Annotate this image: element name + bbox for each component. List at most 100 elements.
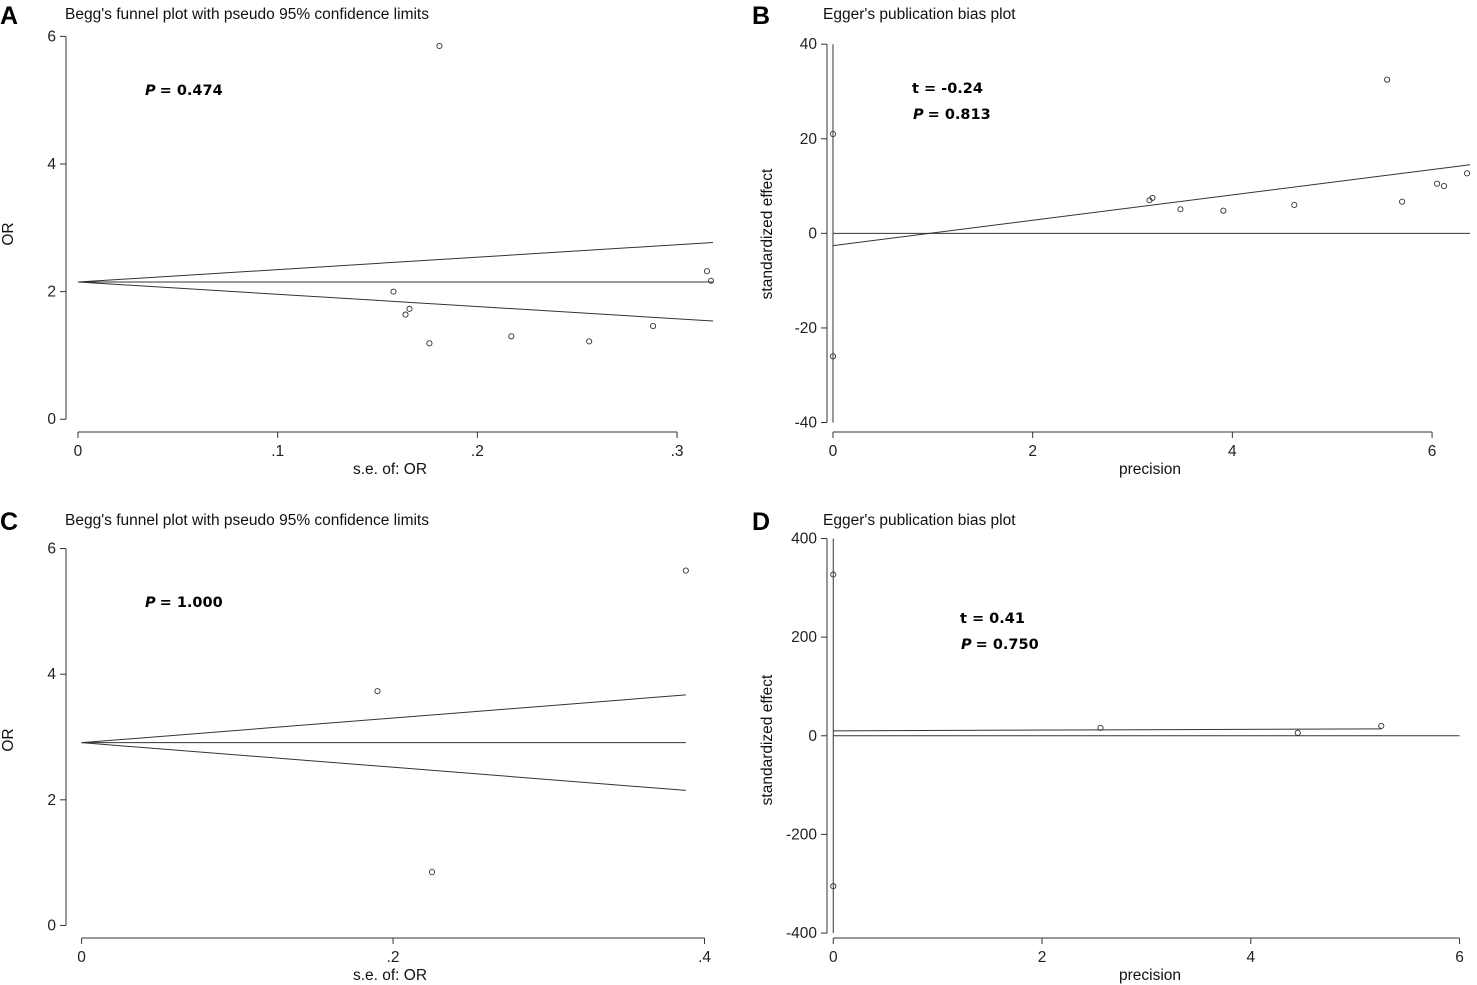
y-tick-label: 0: [808, 225, 817, 242]
x-axis-title: precision: [1119, 461, 1181, 478]
y-axis-title: standardized effect: [759, 168, 776, 299]
y-axis-title: OR: [0, 222, 17, 245]
x-tick-label: .1: [271, 443, 284, 460]
data-point: [406, 305, 413, 312]
data-point: [1220, 207, 1227, 214]
p-value-annotation: P = 0.750: [961, 637, 1039, 653]
chart-title: Egger's publication bias plot: [823, 6, 1016, 23]
p-value-annotation: P = 0.813: [913, 107, 991, 123]
y-tick-label: 20: [800, 131, 818, 148]
x-tick-label: 4: [1246, 949, 1255, 966]
x-tick-label: 2: [1028, 443, 1037, 460]
data-point: [426, 340, 433, 347]
panel-letter: D: [752, 508, 770, 536]
y-tick-label: 4: [47, 666, 56, 683]
p-value-annotation: P = 1.000: [145, 595, 223, 611]
data-point: [374, 688, 381, 695]
x-tick-label: 0: [829, 949, 838, 966]
p-value: = 0.813: [928, 107, 991, 123]
x-tick-label: 0: [74, 443, 83, 460]
data-point: [1378, 722, 1385, 729]
chart-title: Egger's publication bias plot: [823, 512, 1016, 529]
upper-pseudo-95-limit-line: [77, 241, 714, 283]
t-statistic-annotation: t = -0.24: [912, 81, 983, 97]
p-value: = 0.474: [160, 83, 223, 99]
p-value-annotation: P = 0.474: [145, 83, 223, 99]
data-point: [1463, 170, 1471, 177]
data-point: [830, 883, 837, 890]
data-point: [1294, 729, 1301, 736]
x-tick-label: .2: [471, 443, 484, 460]
p-symbol: P: [145, 83, 156, 99]
data-point: [1291, 201, 1298, 209]
y-tick-label: -40: [795, 415, 818, 432]
regression-line-line: [833, 728, 1382, 732]
chart-title: Begg's funnel plot with pseudo 95% confi…: [65, 6, 429, 23]
data-point: [1440, 183, 1448, 190]
panel-letter: C: [0, 508, 18, 536]
panel-letter: A: [0, 2, 18, 30]
y-tick-label: 0: [47, 411, 56, 428]
lower-pseudo-95-limit-line: [81, 742, 686, 791]
y-tick-label: -400: [786, 925, 817, 942]
y-tick-label: 400: [791, 530, 817, 547]
x-tick-label: 0: [829, 443, 838, 460]
data-point: [682, 567, 689, 574]
x-tick-label: 0: [77, 949, 86, 966]
y-tick-label: -20: [795, 320, 818, 337]
p-symbol: P: [961, 637, 972, 653]
p-symbol: P: [145, 595, 156, 611]
x-tick-label: 6: [1455, 949, 1464, 966]
lower-pseudo-95-limit-line: [77, 281, 714, 322]
x-tick-label: 2: [1038, 949, 1047, 966]
data-point: [1149, 194, 1156, 201]
y-axis-title: OR: [0, 728, 17, 751]
x-tick-label: 6: [1428, 443, 1437, 460]
x-tick-label: 4: [1228, 443, 1237, 460]
x-axis-title: precision: [1119, 967, 1181, 984]
plot-area: 0 2 4 6 -400 -200 0 200 400: [786, 530, 1464, 966]
y-tick-label: 40: [800, 36, 818, 53]
x-tick-label: .3: [671, 443, 684, 460]
y-tick-label: 6: [47, 28, 56, 45]
data-point: [829, 130, 837, 138]
data-point: [707, 277, 715, 284]
data-point: [1384, 76, 1391, 83]
data-point: [508, 333, 515, 340]
data-point: [830, 571, 837, 578]
y-axis-title: standardized effect: [759, 674, 776, 805]
y-tick-label: -200: [786, 826, 817, 843]
y-tick-label: 0: [47, 917, 56, 934]
data-point: [829, 353, 837, 360]
data-point: [436, 42, 443, 50]
panel-a: A Begg's funnel plot with pseudo 95% con…: [0, 2, 715, 478]
data-point: [390, 288, 397, 295]
upper-pseudo-95-limit-line: [81, 694, 686, 744]
data-point: [1097, 724, 1104, 731]
p-value: = 1.000: [160, 595, 223, 611]
chart-title: Begg's funnel plot with pseudo 95% confi…: [65, 512, 429, 529]
p-symbol: P: [913, 107, 924, 123]
data-point: [402, 311, 409, 318]
t-statistic-annotation: t = 0.41: [960, 611, 1025, 627]
panel-b: B Egger's publication bias plot precisio…: [752, 2, 1471, 478]
panel-c: C Begg's funnel plot with pseudo 95% con…: [0, 508, 711, 984]
x-tick-label: .4: [698, 949, 711, 966]
plot-area: 0 .2 .4 0 2 4 6: [47, 541, 711, 966]
data-point: [428, 868, 436, 876]
panel-letter: B: [752, 2, 770, 30]
x-axis-title: s.e. of: OR: [353, 967, 427, 984]
y-tick-label: 0: [808, 728, 817, 745]
data-point: [1399, 198, 1406, 205]
panel-d: D Egger's publication bias plot precisio…: [752, 508, 1464, 984]
y-tick-label: 4: [47, 156, 56, 173]
y-tick-label: 6: [47, 541, 56, 558]
plot-area: 0 .1 .2 .3 0 2 4 6: [47, 28, 715, 460]
plot-area: 0 2 4 6 -40 -20 0 20 40: [795, 36, 1471, 460]
x-axis-title: s.e. of: OR: [353, 461, 427, 478]
y-tick-label: 2: [47, 284, 56, 301]
data-point: [586, 338, 593, 345]
data-point: [650, 323, 657, 330]
data-point: [703, 268, 711, 275]
